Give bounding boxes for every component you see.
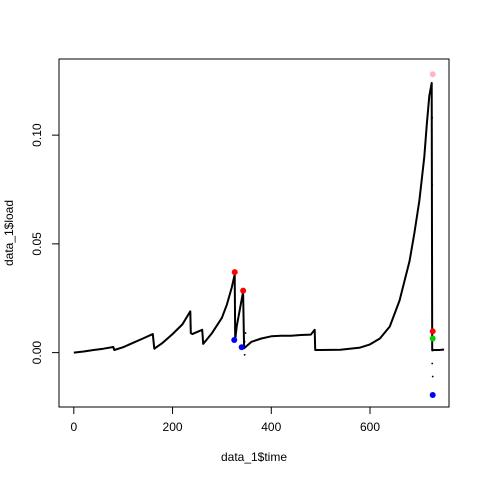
data-point [431, 117, 433, 119]
highlight-point [239, 344, 245, 350]
highlight-point [232, 269, 238, 275]
data-point [244, 341, 246, 343]
x-axis-label: data_1$time [221, 450, 287, 464]
y-tick-label: 0.00 [30, 341, 44, 365]
data-point [244, 354, 246, 356]
highlight-point [430, 335, 436, 341]
data-point [245, 332, 247, 334]
data-point [432, 376, 434, 378]
chart-marks [74, 71, 444, 398]
highlight-point [240, 288, 246, 294]
data-point [431, 263, 433, 265]
plot-frame [59, 59, 449, 407]
highlight-point [430, 392, 436, 398]
data-point [431, 184, 433, 186]
y-tick-label: 0.05 [30, 232, 44, 256]
load-trace [74, 83, 444, 353]
data-point [431, 321, 433, 323]
highlight-point [231, 337, 237, 343]
y-axis: 0.00 0.05 0.10 [30, 123, 59, 364]
x-tick-label: 0 [70, 420, 77, 434]
y-axis-label: data_1$load [2, 200, 16, 266]
x-axis: 0 200 400 600 [70, 407, 380, 434]
x-tick-label: 200 [163, 420, 183, 434]
highlight-point [430, 328, 436, 334]
x-tick-label: 600 [360, 420, 380, 434]
highlight-point [430, 71, 436, 77]
x-tick-label: 400 [261, 420, 281, 434]
y-tick-label: 0.10 [30, 123, 44, 147]
data-point [431, 363, 433, 365]
